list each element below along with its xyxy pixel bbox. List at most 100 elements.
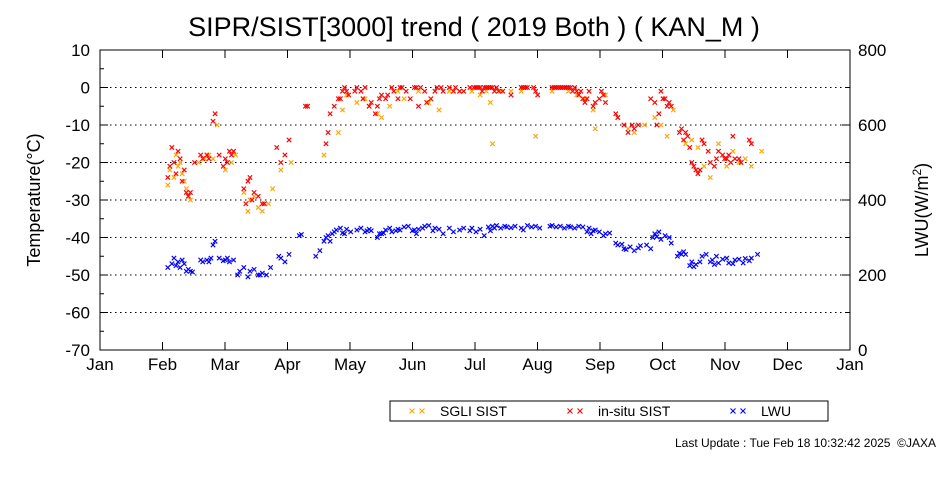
- data-point: [746, 137, 752, 143]
- data-point: [411, 227, 417, 233]
- data-point: [715, 141, 722, 147]
- data-point: [623, 246, 629, 253]
- data-point: [658, 122, 664, 128]
- legend: SGLI SIST in-situ SIST LWU: [389, 400, 829, 422]
- data-point: [173, 263, 179, 269]
- data-point: [711, 163, 717, 169]
- data-point: [695, 144, 701, 151]
- y-tick-label: -70: [65, 341, 90, 360]
- data-point: [368, 99, 374, 106]
- data-point: [570, 88, 576, 94]
- data-point: [278, 255, 284, 261]
- data-point: [452, 84, 459, 91]
- data-point: [678, 126, 685, 132]
- legend-marker: [730, 408, 736, 414]
- data-point: [426, 99, 432, 106]
- data-point: [533, 223, 539, 229]
- data-point: [535, 92, 541, 98]
- legend-marker: [409, 408, 415, 414]
- data-point: [216, 152, 222, 158]
- data-point: [413, 84, 420, 91]
- data-point: [341, 231, 348, 237]
- data-point: [323, 141, 329, 147]
- y-tick-label: -50: [65, 266, 90, 285]
- data-point: [358, 225, 364, 231]
- data-point: [707, 174, 713, 181]
- data-point: [524, 84, 530, 91]
- data-point: [643, 242, 650, 248]
- data-point: [327, 238, 333, 244]
- data-point: [650, 234, 656, 241]
- data-point: [711, 261, 717, 268]
- data-point: [732, 156, 738, 162]
- data-point: [607, 230, 613, 236]
- data-point: [325, 129, 331, 136]
- data-point: [374, 111, 380, 117]
- data-point: [754, 251, 761, 257]
- data-point: [549, 88, 555, 94]
- data-point: [693, 261, 699, 268]
- data-point: [167, 167, 173, 173]
- data-point: [327, 111, 333, 117]
- data-point: [487, 228, 493, 234]
- data-point: [298, 231, 304, 238]
- data-point: [389, 229, 395, 235]
- data-point: [422, 223, 428, 229]
- data-point: [348, 229, 354, 235]
- data-point: [662, 233, 668, 239]
- data-point: [354, 99, 360, 106]
- data-point: [709, 257, 715, 263]
- data-point: [724, 156, 730, 162]
- data-point: [354, 84, 360, 91]
- data-point: [613, 111, 619, 117]
- data-point: [533, 133, 539, 139]
- data-point: [222, 156, 228, 162]
- x-tick-label: Jan: [86, 355, 113, 374]
- data-point: [181, 178, 187, 184]
- data-point: [477, 92, 483, 98]
- data-point: [415, 103, 422, 109]
- data-point: [631, 129, 637, 136]
- data-point: [237, 268, 243, 274]
- data-point: [637, 243, 643, 249]
- data-point: [479, 88, 485, 94]
- data-point: [228, 152, 235, 158]
- data-point: [483, 88, 489, 94]
- data-point: [206, 259, 212, 265]
- data-point: [286, 137, 292, 143]
- data-point: [697, 259, 703, 265]
- data-point: [722, 156, 728, 162]
- data-point: [169, 261, 175, 267]
- data-point: [189, 269, 196, 275]
- data-point: [202, 156, 208, 162]
- data-point: [559, 84, 565, 91]
- data-point: [446, 84, 452, 91]
- data-point: [528, 224, 535, 230]
- x-tick-label: Jan: [836, 355, 863, 374]
- data-point: [255, 272, 261, 278]
- data-point: [520, 84, 526, 91]
- data-point: [259, 208, 265, 214]
- data-point: [551, 84, 557, 91]
- data-point: [748, 141, 754, 147]
- data-point: [584, 229, 590, 235]
- data-point: [245, 178, 251, 184]
- y-tick-label: -10: [65, 116, 90, 135]
- data-point: [321, 152, 327, 158]
- data-point: [383, 96, 389, 102]
- data-point: [405, 223, 411, 229]
- data-point: [360, 96, 366, 102]
- x-tick-label: Aug: [522, 355, 552, 374]
- data-point: [432, 225, 438, 231]
- data-point: [206, 156, 212, 162]
- data-point: [362, 84, 368, 91]
- data-point: [670, 107, 676, 113]
- data-point: [288, 159, 294, 166]
- data-point: [748, 163, 754, 169]
- data-point: [553, 84, 559, 91]
- y-axis-title: Temperature(°C): [24, 133, 44, 266]
- data-point: [362, 96, 368, 102]
- data-point: [687, 144, 693, 151]
- data-point: [590, 107, 596, 113]
- data-point: [720, 256, 726, 262]
